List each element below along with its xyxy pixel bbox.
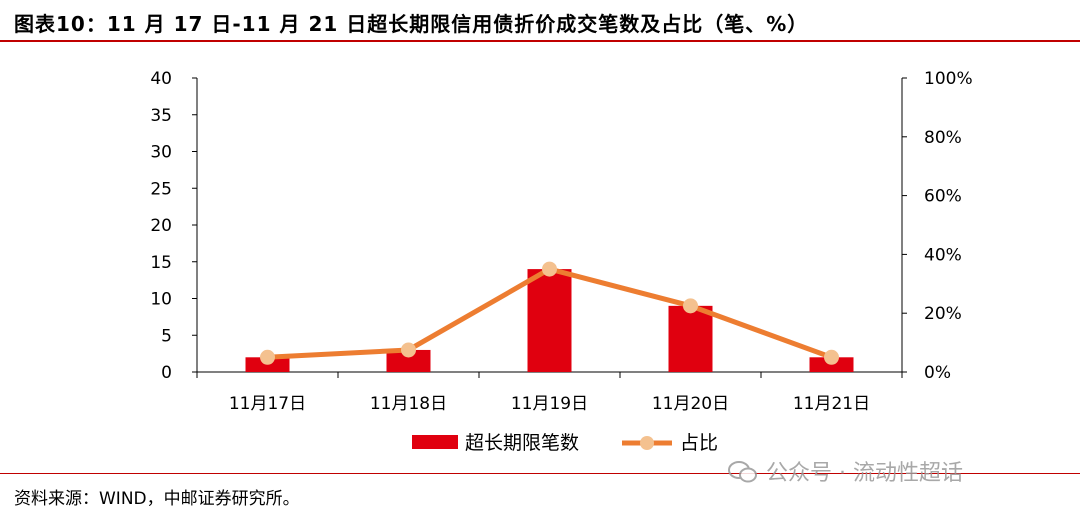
footer-divider — [0, 473, 1080, 474]
line-marker — [401, 342, 416, 358]
watermark-text: 公众号 · 流动性超话 — [766, 461, 963, 486]
x-tick-label: 11月21日 — [793, 394, 870, 414]
x-tick-label: 11月20日 — [652, 394, 729, 414]
y-left-tick-label: 15 — [150, 253, 172, 273]
chart: 0 5 10 15 20 25 30 35 40 0% 20% 40% 60% 80% 100% 11月17日… — [150, 69, 973, 454]
line-marker — [260, 349, 275, 365]
watermark: 公众号 · 流动性超话 — [728, 455, 963, 487]
wechat-icon — [728, 461, 757, 483]
y-left-tick-label: 10 — [150, 290, 172, 310]
y-left-tick-label: 30 — [150, 143, 172, 163]
title-bar: 图表10：11 月 17 日-11 月 21 日超长期限信用债折价成交笔数及占比… — [0, 0, 1080, 42]
bar — [386, 349, 431, 372]
x-tick-label: 11月18日 — [370, 394, 447, 414]
y-left-tick-label: 35 — [150, 106, 172, 126]
y-left-tick-label: 0 — [161, 363, 172, 383]
line-marker — [683, 298, 698, 314]
legend-marker-line — [640, 436, 654, 450]
line-marker — [824, 349, 839, 365]
y-right-tick-label: 60% — [924, 187, 962, 207]
bar — [527, 269, 572, 372]
legend-swatch-bars — [412, 435, 458, 449]
bar — [668, 305, 713, 372]
y-right-tick-label: 0% — [924, 363, 951, 383]
legend-label-line: 占比 — [680, 432, 718, 454]
x-tick-label: 11月19日 — [511, 394, 588, 414]
y-right-tick-label: 80% — [924, 128, 962, 148]
y-left-tick-label: 40 — [150, 69, 172, 89]
legend-label-bars: 超长期限笔数 — [465, 432, 579, 454]
line-marker — [542, 261, 557, 277]
y-right-tick-label: 40% — [924, 245, 962, 265]
chart-title: 图表10：11 月 17 日-11 月 21 日超长期限信用债折价成交笔数及占比… — [14, 12, 809, 36]
y-right-tick-label: 20% — [924, 304, 962, 324]
y-left-tick-label: 5 — [161, 326, 172, 346]
y-left-tick-label: 20 — [150, 216, 172, 236]
x-tick-label: 11月17日 — [229, 394, 306, 414]
y-right-tick-label: 100% — [924, 69, 973, 89]
y-left-tick-label: 25 — [150, 179, 172, 199]
source-note: 资料来源：WIND，中邮证券研究所。 — [14, 489, 300, 509]
